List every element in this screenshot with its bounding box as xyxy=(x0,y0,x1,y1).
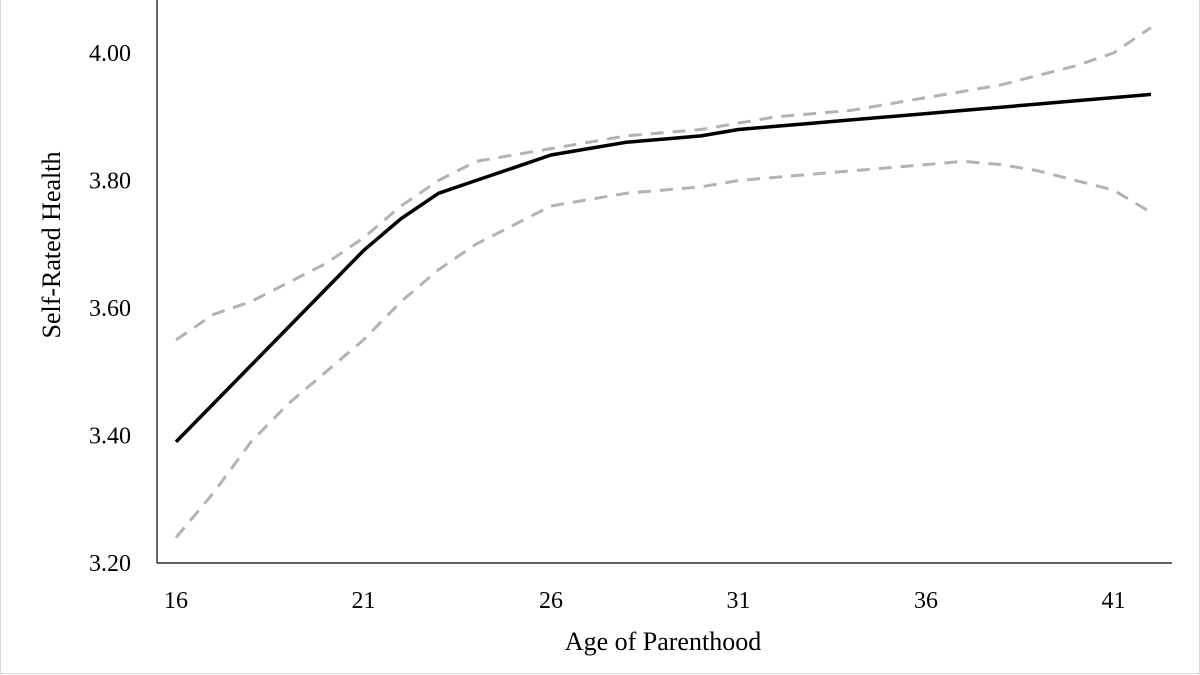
y-tick-label: 3.60 xyxy=(89,296,131,322)
x-tick-label: 21 xyxy=(352,588,376,614)
y-axis-title: Self-Rated Health xyxy=(37,152,66,339)
axes xyxy=(156,0,1172,564)
upper-confidence-line xyxy=(175,26,1152,342)
x-tick-label: 31 xyxy=(727,588,751,614)
lower-confidence-line xyxy=(174,159,1152,539)
x-tick-label: 36 xyxy=(914,588,938,614)
x-tick-label: 16 xyxy=(164,588,188,614)
x-tick-label: 41 xyxy=(1102,588,1126,614)
y-tick-label: 3.80 xyxy=(89,169,131,195)
x-tick-label: 26 xyxy=(539,588,563,614)
estimate-line xyxy=(174,92,1152,444)
y-tick-label: 3.20 xyxy=(89,551,131,577)
y-tick-label: 3.40 xyxy=(89,424,131,450)
x-tick-labels: 16 21 26 31 36 41 xyxy=(164,588,1126,614)
series-layer xyxy=(174,26,1152,539)
y-tick-label: 4.00 xyxy=(89,41,131,67)
x-axis-title: Age of Parenthood xyxy=(565,627,761,656)
y-tick-labels: 3.20 3.40 3.60 3.80 4.00 xyxy=(89,41,131,577)
